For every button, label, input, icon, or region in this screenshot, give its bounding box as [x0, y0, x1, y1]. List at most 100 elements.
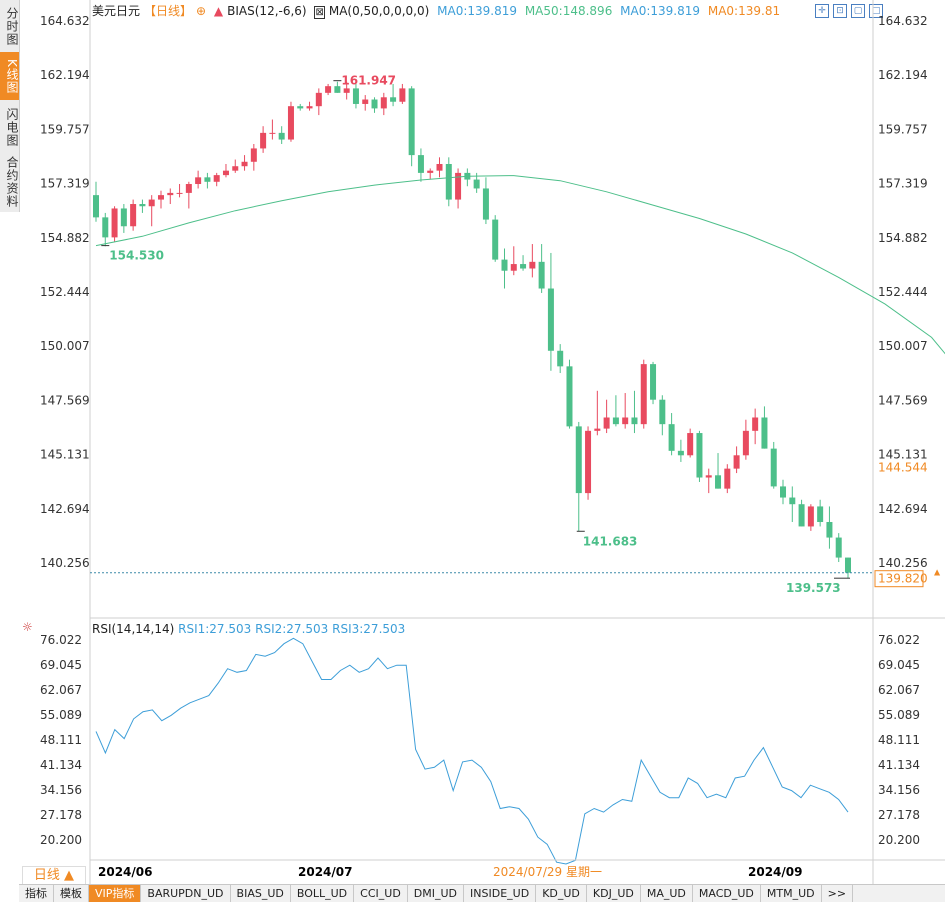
rsi-y-tick-right: 20.200 — [878, 833, 920, 847]
rsi-y-tick-left: 62.067 — [40, 683, 82, 697]
last-price-tag — [874, 570, 924, 588]
rsi2-value: RSI2:27.503 — [255, 622, 329, 636]
candle-body — [306, 106, 313, 109]
rsi-y-tick-left: 41.134 — [40, 758, 82, 772]
candle-body — [845, 557, 851, 573]
y-tick-right: 157.319 — [878, 177, 928, 191]
candle-body — [733, 455, 740, 469]
toolbar-item-4[interactable]: BIAS_UD — [231, 885, 291, 902]
candle-body — [659, 399, 666, 425]
rsi3-value: RSI3:27.503 — [332, 622, 406, 636]
annotation-low-aug: 141.683 — [583, 534, 638, 548]
candle-body — [807, 506, 814, 527]
x-label-june: 2024/06 — [98, 865, 152, 879]
ma0-value-c: MA0:139.81 — [707, 4, 781, 18]
toolbar-item-13[interactable]: MTM_UD — [761, 885, 822, 902]
y-tick-right: 140.256 — [878, 556, 928, 570]
y-tick-left: 162.194 — [40, 68, 90, 82]
candle-body — [204, 177, 211, 182]
candle-body — [399, 88, 406, 102]
toolbar-item-3[interactable]: BARUPDN_UD — [141, 885, 231, 902]
rsi-y-tick-right: 69.045 — [878, 658, 920, 672]
candle-body — [482, 188, 489, 220]
toolbar-item-8[interactable]: INSIDE_UD — [464, 885, 537, 902]
y-tick-left: 164.632 — [40, 14, 90, 28]
ma0-value-b: MA0:139.819 — [620, 4, 701, 18]
candle-body — [473, 179, 480, 189]
rsi-y-tick-left: 27.178 — [40, 808, 82, 822]
toolbar-item-5[interactable]: BOLL_UD — [291, 885, 355, 902]
candle-body — [510, 264, 517, 271]
rsi-header: RSI(14,14,14) RSI1:27.503 RSI2:27.503 RS… — [92, 622, 405, 636]
window-controls: ✛ ⊡ ▢ □ — [811, 2, 883, 18]
toolbar-item-1[interactable]: 模板 — [54, 885, 89, 902]
y-tick-left: 154.882 — [40, 231, 90, 245]
period-select-button[interactable]: 日线 ▲ — [22, 866, 86, 886]
rsi-y-tick-left: 20.200 — [40, 833, 82, 847]
candle-body — [102, 217, 109, 238]
candle-body — [455, 172, 462, 200]
y-tick-right: 154.882 — [878, 231, 928, 245]
candle-body — [260, 132, 267, 149]
period-label[interactable]: 【日线】 — [144, 4, 193, 18]
maximize-icon[interactable]: □ — [869, 4, 883, 18]
indicator-toolbar: 指标 模板 VIP指标 BARUPDN_UD BIAS_UD BOLL_UD CCI_UD D… — [19, 884, 945, 902]
ma50-price-tag: 144.544 — [878, 461, 928, 475]
toolbar-item-11[interactable]: MA_UD — [641, 885, 693, 902]
candle-body — [167, 192, 174, 196]
ma-settings-icon[interactable]: ⊠ — [314, 6, 325, 19]
bias-label[interactable]: BIAS(12,-6,6) — [227, 4, 307, 18]
toolbar-item-2[interactable]: VIP指标 — [89, 885, 142, 902]
candle-body — [352, 88, 359, 104]
toolbar-item-0[interactable]: 指标 — [19, 885, 54, 902]
candle-body — [325, 86, 332, 93]
restore-icon[interactable]: ▢ — [851, 4, 865, 18]
y-tick-left: 157.319 — [40, 177, 90, 191]
toolbar-item-12[interactable]: MACD_UD — [693, 885, 761, 902]
x-label-cursor: 2024/07/29 星期一 — [493, 865, 602, 879]
ma-params[interactable]: MA(0,50,0,0,0,0) — [328, 4, 430, 18]
candle-body — [687, 433, 694, 456]
y-tick-right: 164.632 — [878, 14, 928, 28]
candle-body — [111, 208, 118, 238]
candle-body — [668, 424, 675, 451]
toolbar-item-6[interactable]: CCI_UD — [354, 885, 408, 902]
crosshair-icon[interactable]: ✛ — [815, 4, 829, 18]
candle-body — [334, 86, 341, 93]
fit-icon[interactable]: ⊡ — [833, 4, 847, 18]
ma0-value-a: MA0:139.819 — [437, 4, 517, 18]
annotation-high: 161.947 — [341, 74, 396, 88]
y-tick-right: 150.007 — [878, 339, 928, 353]
tab-time-sharing[interactable]: 分时图 — [5, 6, 19, 46]
rsi-y-tick-left: 55.089 — [40, 708, 82, 722]
candle-body — [640, 364, 647, 425]
y-tick-left: 142.694 — [40, 502, 90, 516]
candle-body — [696, 433, 703, 478]
candle-body — [380, 97, 387, 109]
candle-body — [213, 175, 220, 182]
ma50-line — [95, 175, 945, 355]
candle-body — [677, 450, 684, 456]
y-tick-left: 140.256 — [40, 556, 90, 570]
tab-contract-info[interactable]: 合约资料 — [5, 156, 19, 208]
rsi-y-tick-right: 41.134 — [878, 758, 920, 772]
toolbar-item-10[interactable]: KDJ_UD — [587, 885, 641, 902]
toolbar-item-9[interactable]: KD_UD — [536, 885, 587, 902]
candle-body — [603, 417, 610, 429]
toolbar-item-7[interactable]: DMI_UD — [408, 885, 465, 902]
candle-body — [148, 199, 155, 207]
rsi-y-tick-right: 27.178 — [878, 808, 920, 822]
candle-body — [538, 261, 545, 289]
candle-body — [780, 486, 787, 498]
period-toggle-icon[interactable]: ⊕ — [196, 4, 207, 18]
candle-body — [417, 155, 424, 173]
y-tick-left: 150.007 — [40, 339, 90, 353]
rsi-settings-icon: ☼ — [22, 620, 33, 634]
candle-body — [492, 219, 499, 260]
tab-kline[interactable]: K线图 — [0, 52, 19, 100]
rsi-title[interactable]: RSI(14,14,14) — [92, 622, 175, 636]
tab-flash-chart[interactable]: 闪电图 — [5, 107, 19, 147]
toolbar-item-14[interactable]: >> — [822, 885, 854, 902]
candle-body — [343, 88, 350, 93]
